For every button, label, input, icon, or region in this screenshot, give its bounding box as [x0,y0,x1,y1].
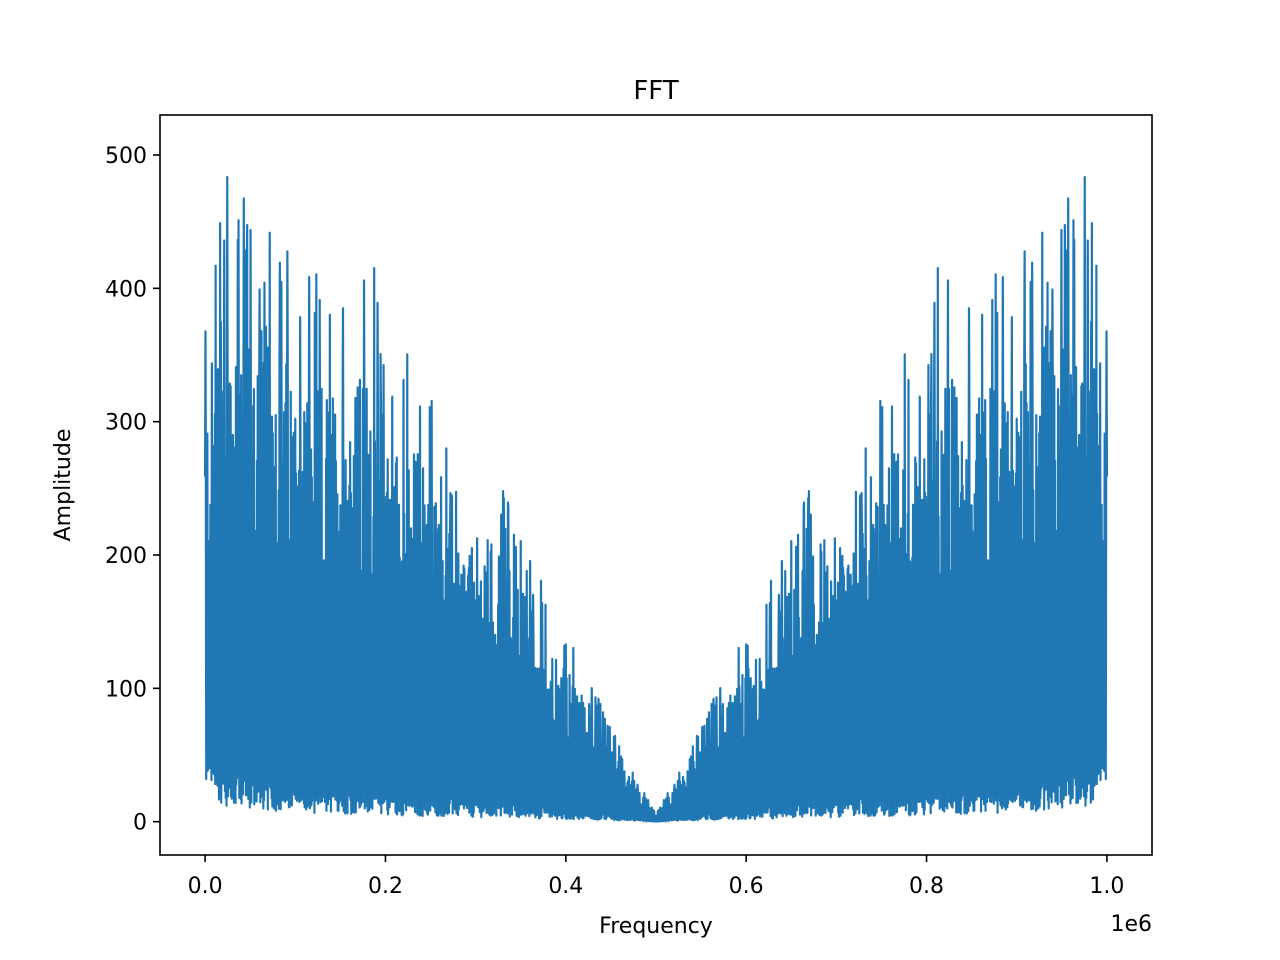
y-tick-label: 400 [105,277,147,302]
y-tick-label: 100 [105,677,147,702]
x-tick-label: 0.0 [188,874,223,899]
chart-title: FFT [633,76,678,106]
y-tick-label: 0 [133,811,147,836]
x-tick-label: 1.0 [1089,874,1124,899]
x-axis-label: Frequency [599,914,713,939]
x-tick-label: 0.6 [729,874,764,899]
y-axis-label: Amplitude [51,429,76,542]
plot-area [203,176,1109,823]
axes-frame [159,114,1153,856]
x-tick-label: 0.4 [548,874,583,899]
fft-series-line [203,176,1109,823]
x-tick-label: 0.8 [909,874,944,899]
y-tick-label: 500 [105,144,147,169]
x-axis-offset-text: 1e6 [1110,912,1152,937]
y-axis-ticks: 0 100 200 300 400 500 [105,144,160,836]
x-axis-ticks: 0.0 0.2 0.4 0.6 0.8 1.0 [188,855,1124,899]
x-tick-label: 0.2 [368,874,403,899]
y-tick-label: 300 [105,411,147,436]
y-tick-label: 200 [105,544,147,569]
